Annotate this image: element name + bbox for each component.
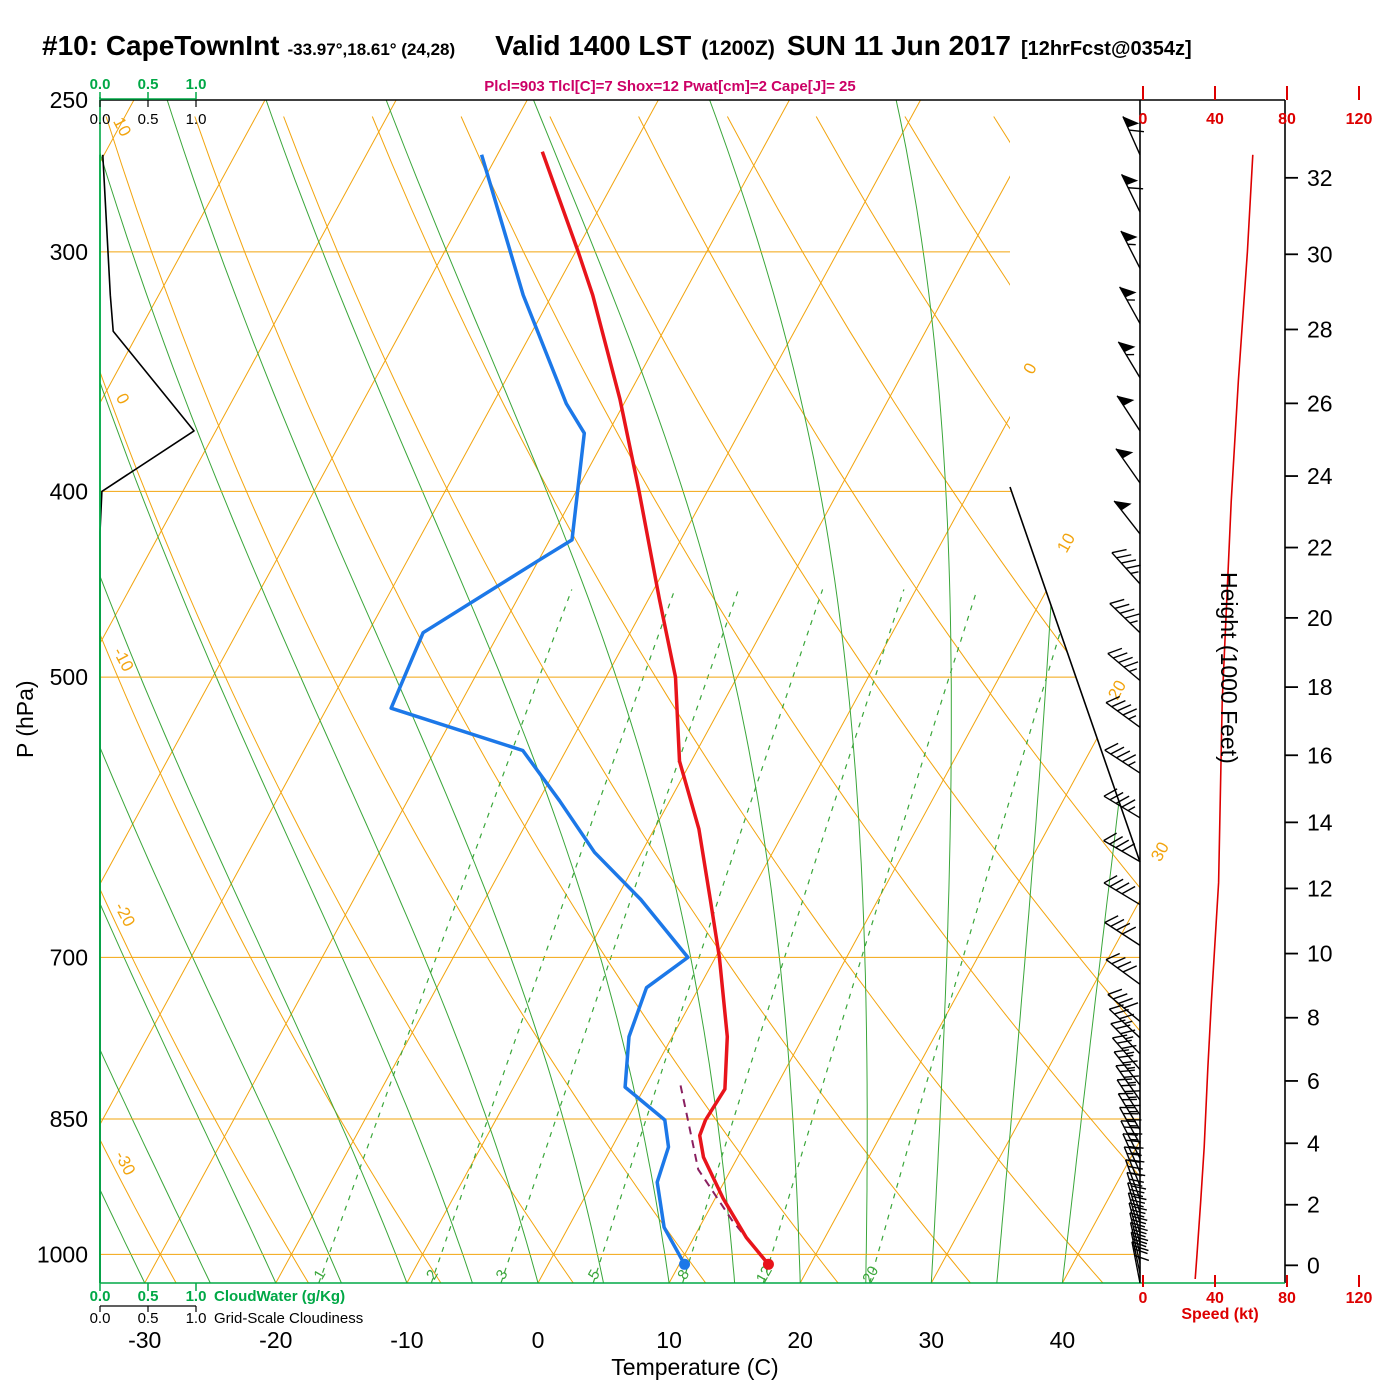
svg-text:28: 28: [1307, 316, 1333, 342]
svg-text:6: 6: [1307, 1068, 1320, 1094]
svg-text:30: 30: [1307, 241, 1333, 267]
svg-text:40: 40: [1050, 1327, 1076, 1353]
svg-text:-10: -10: [109, 644, 137, 675]
cloudiness-axis-title: Grid-Scale Cloudiness: [214, 1310, 364, 1327]
svg-text:-30: -30: [128, 1327, 161, 1353]
cloudiness-scale: 0.0 0.0 0.5 0.5 1.0 1.0: [90, 100, 207, 1327]
svg-text:120: 120: [1346, 1290, 1373, 1307]
svg-text:26: 26: [1307, 390, 1333, 416]
svg-text:10: 10: [1053, 530, 1079, 556]
svg-text:0.0: 0.0: [90, 76, 111, 93]
svg-text:10: 10: [656, 1327, 682, 1353]
svg-text:0.0: 0.0: [90, 1310, 111, 1327]
valid-zulu: (1200Z): [701, 37, 775, 60]
svg-text:22: 22: [1307, 535, 1333, 561]
svg-text:-20: -20: [111, 899, 139, 930]
svg-text:1.0: 1.0: [186, 111, 207, 128]
svg-text:1: 1: [310, 1267, 329, 1283]
svg-text:0.5: 0.5: [138, 111, 159, 128]
svg-text:12: 12: [1307, 875, 1333, 901]
temperature-axis-title: Temperature (C): [611, 1354, 779, 1380]
svg-text:40: 40: [1206, 1290, 1224, 1307]
svg-text:1.0: 1.0: [186, 76, 207, 93]
svg-text:500: 500: [50, 664, 88, 690]
header: #10: CapeTownInt -33.97°,18.61° (24,28) …: [42, 30, 1192, 62]
surface-temp-dot: [762, 1258, 774, 1270]
wind-barbs: [1103, 116, 1150, 1284]
station-coords: -33.97°,18.61° (24,28): [287, 40, 456, 59]
svg-text:0: 0: [112, 390, 133, 407]
plot-borders: [99, 97, 1286, 1284]
svg-text:850: 850: [50, 1106, 88, 1132]
valid-time: Valid 1400 LST: [495, 30, 692, 61]
svg-text:-30: -30: [111, 1148, 139, 1179]
surface-dewpoint-dot: [679, 1258, 691, 1270]
svg-text:80: 80: [1278, 111, 1296, 128]
svg-text:700: 700: [50, 944, 88, 970]
svg-text:4: 4: [1307, 1130, 1320, 1156]
mixing-ratio-gridlines: [318, 589, 1074, 1283]
height-axis-title: Height (1000 Feet): [1216, 572, 1242, 764]
cloudiness-profile: [99, 154, 195, 1283]
svg-text:10: 10: [109, 114, 135, 140]
svg-text:0.5: 0.5: [138, 76, 159, 93]
svg-text:0: 0: [1139, 1290, 1148, 1307]
svg-text:1000: 1000: [37, 1241, 88, 1267]
svg-text:24: 24: [1307, 463, 1333, 489]
svg-text:18: 18: [1307, 674, 1333, 700]
svg-text:0: 0: [532, 1327, 545, 1353]
svg-text:0.5: 0.5: [138, 1310, 159, 1327]
valid-date: SUN 11 Jun 2017: [786, 30, 1011, 61]
svg-text:0: 0: [1019, 360, 1040, 377]
sounding-profiles: [389, 151, 774, 1270]
svg-text:32: 32: [1307, 165, 1333, 191]
svg-text:80: 80: [1278, 1290, 1296, 1307]
moist-adiabat-gridlines: [100, 100, 1140, 1283]
svg-text:20: 20: [1104, 677, 1130, 703]
pressure-gridlines: [100, 251, 1140, 1255]
gridline-labels: 0 10 20 30 10 0 -10 -20 -30: [109, 114, 1173, 1178]
svg-text:0.0: 0.0: [90, 111, 111, 128]
svg-text:2: 2: [1307, 1192, 1320, 1218]
svg-text:0.5: 0.5: [138, 1288, 159, 1305]
svg-text:-20: -20: [259, 1327, 292, 1353]
svg-text:16: 16: [1307, 742, 1333, 768]
svg-text:300: 300: [50, 239, 88, 265]
svg-text:0.0: 0.0: [90, 1288, 111, 1305]
svg-text:10: 10: [1307, 941, 1333, 967]
svg-text:1.0: 1.0: [186, 1310, 207, 1327]
pressure-axis-title: P (hPa): [12, 680, 38, 758]
svg-text:20: 20: [787, 1327, 813, 1353]
svg-text:-10: -10: [390, 1327, 423, 1353]
svg-text:8: 8: [1307, 1005, 1320, 1031]
cloudwater-axis-title: CloudWater (g/Kg): [214, 1288, 346, 1305]
svg-text:3: 3: [493, 1267, 512, 1283]
svg-text:250: 250: [50, 87, 88, 113]
station-title: #10: CapeTownInt: [42, 30, 280, 61]
svg-text:0: 0: [1307, 1252, 1320, 1278]
forecast-tag: [12hrFcst@0354z]: [1020, 38, 1192, 60]
svg-text:0: 0: [1139, 111, 1148, 128]
svg-text:30: 30: [919, 1327, 945, 1353]
stability-indices: Plcl=903 Tlcl[C]=7 Shox=12 Pwat[cm]=2 Ca…: [484, 78, 856, 95]
svg-text:20: 20: [1307, 605, 1333, 631]
svg-text:14: 14: [1307, 809, 1333, 835]
speed-profile: [1194, 154, 1254, 1280]
svg-text:400: 400: [50, 478, 88, 504]
isotherm-gridlines: [100, 100, 1140, 1283]
svg-text:1.0: 1.0: [186, 1288, 207, 1305]
speed-axis-title: Speed (kt): [1181, 1306, 1259, 1323]
cloudwater-scale: 0.0 0.0 0.5 0.5 1.0 1.0: [90, 76, 207, 1305]
svg-text:30: 30: [1147, 839, 1173, 865]
svg-text:20: 20: [859, 1263, 882, 1286]
svg-text:120: 120: [1346, 111, 1373, 128]
svg-text:40: 40: [1206, 111, 1224, 128]
